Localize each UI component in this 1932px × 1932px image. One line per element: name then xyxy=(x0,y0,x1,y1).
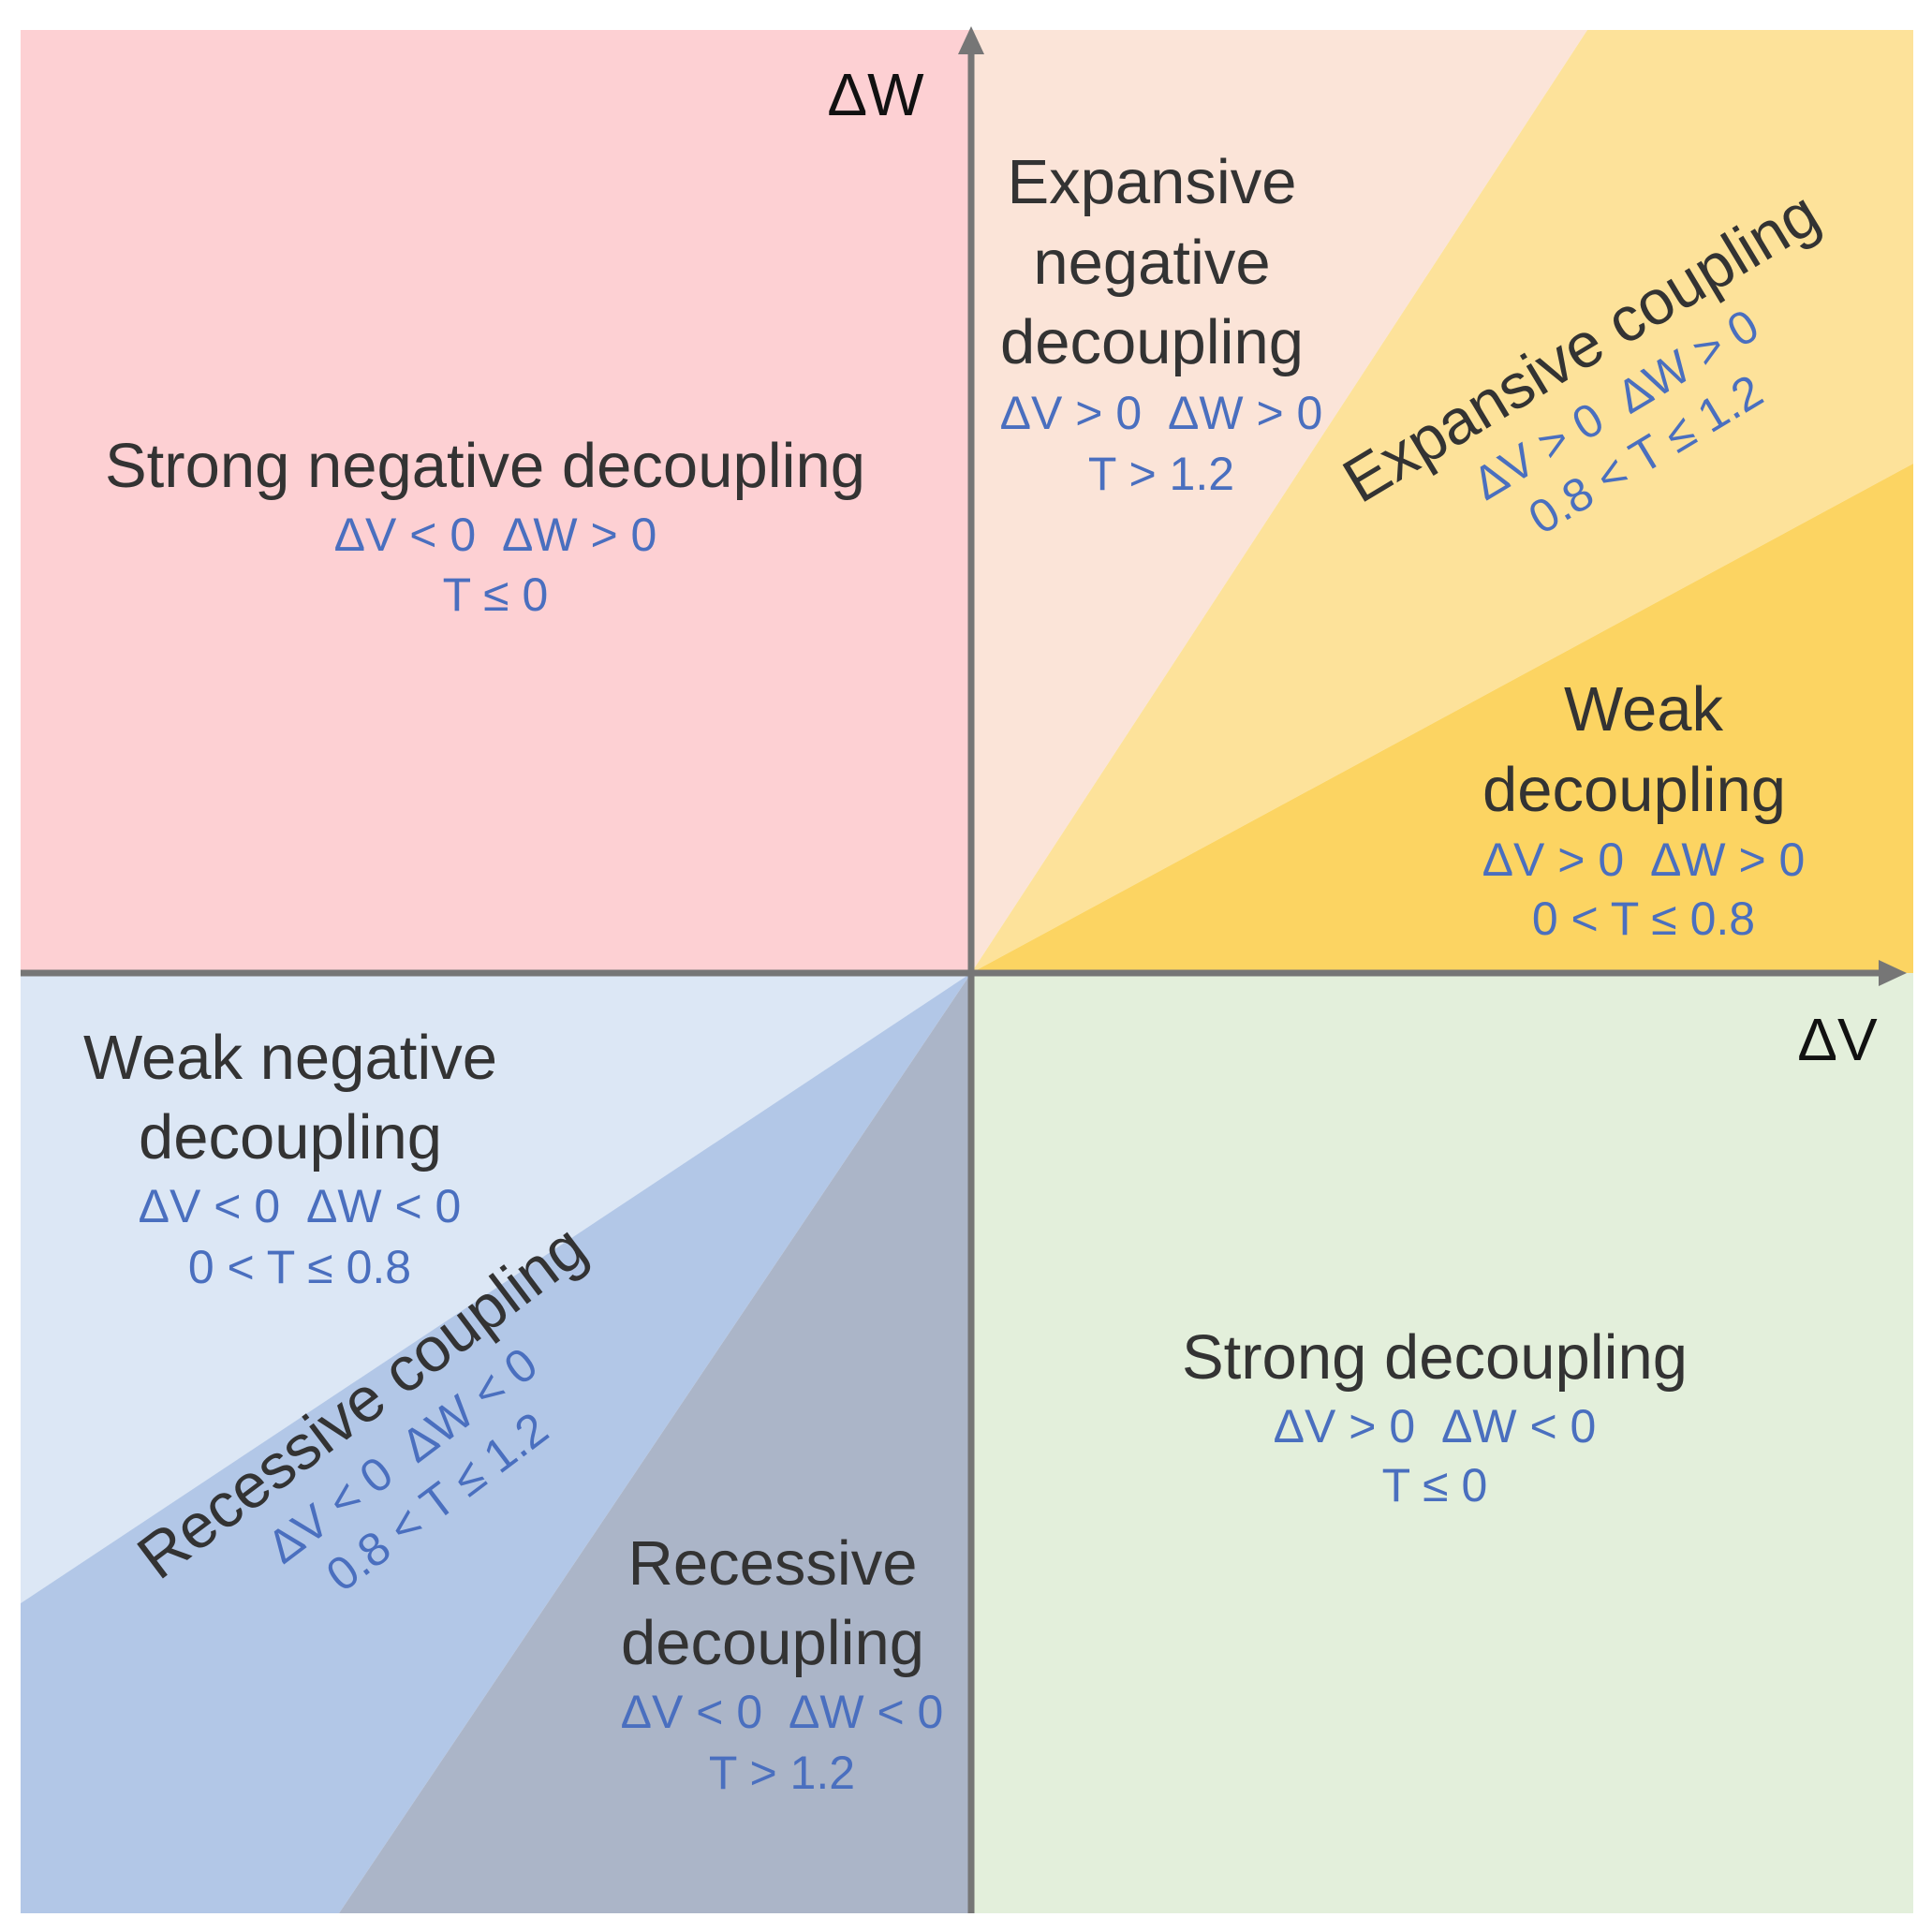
region-title-line-1: Weak xyxy=(1564,674,1724,745)
region-condition: ΔV < 0 ΔW < 0 xyxy=(621,1686,944,1738)
region-condition: ΔV < 0 ΔW > 0 xyxy=(334,509,657,561)
region-title-line-2: decoupling xyxy=(621,1608,924,1678)
y-axis-label: ΔW xyxy=(827,61,924,128)
region-condition: ΔV > 0 ΔW > 0 xyxy=(1000,387,1323,439)
label-weak-negative-decoupling: Weak negative decoupling ΔV < 0 ΔW < 0 0… xyxy=(83,1023,497,1293)
label-strong-negative-decoupling: Strong negative decoupling ΔV < 0 ΔW > 0… xyxy=(105,431,865,621)
region-strong-decoupling xyxy=(971,973,1913,1913)
label-expansive-negative-decoupling: Expansive negative decoupling ΔV > 0 ΔW … xyxy=(1000,147,1323,500)
y-axis-arrowhead xyxy=(958,26,984,54)
region-title-line-3: decoupling xyxy=(1000,307,1304,377)
region-threshold: T ≤ 0 xyxy=(443,568,549,621)
region-title-line-1: Recessive xyxy=(627,1528,917,1599)
region-condition: ΔV < 0 ΔW < 0 xyxy=(139,1180,462,1232)
label-weak-decoupling: Weak decoupling ΔV > 0 ΔW > 0 0 < T ≤ 0.… xyxy=(1482,674,1806,945)
region-title-line-1: Weak negative xyxy=(83,1023,497,1093)
region-title: Strong decoupling xyxy=(1182,1322,1688,1393)
axes: ΔW ΔV xyxy=(21,26,1907,1913)
region-expansive-coupling xyxy=(971,30,1913,973)
region-threshold: T ≤ 0 xyxy=(1382,1459,1488,1512)
region-recessive-decoupling xyxy=(339,973,971,1913)
region-title-line-2: decoupling xyxy=(1482,755,1786,825)
x-axis-arrowhead xyxy=(1879,960,1907,986)
region-recessive-coupling xyxy=(21,973,971,1913)
region-threshold: 0 < T ≤ 0.8 xyxy=(1532,892,1755,945)
region-threshold: T > 1.2 xyxy=(709,1747,855,1799)
region-threshold: T > 1.2 xyxy=(1088,448,1234,500)
region-strong-negative-decoupling xyxy=(21,30,971,973)
region-weak-decoupling xyxy=(971,464,1913,973)
region-condition: ΔV > 0 ΔW < 0 xyxy=(1274,1400,1597,1453)
region-title-line-2: negative xyxy=(1033,228,1270,298)
label-strong-decoupling: Strong decoupling ΔV > 0 ΔW < 0 T ≤ 0 xyxy=(1182,1322,1688,1512)
region-title-line-1: Expansive xyxy=(1007,147,1296,217)
x-axis-label: ΔV xyxy=(1797,1006,1878,1073)
region-title-line-2: decoupling xyxy=(139,1102,442,1172)
region-title: Strong negative decoupling xyxy=(105,431,865,501)
region-condition: ΔV > 0 ΔW > 0 xyxy=(1482,833,1806,886)
label-recessive-decoupling: Recessive decoupling ΔV < 0 ΔW < 0 T > 1… xyxy=(621,1528,944,1799)
region-threshold: 0 < T ≤ 0.8 xyxy=(188,1241,411,1293)
